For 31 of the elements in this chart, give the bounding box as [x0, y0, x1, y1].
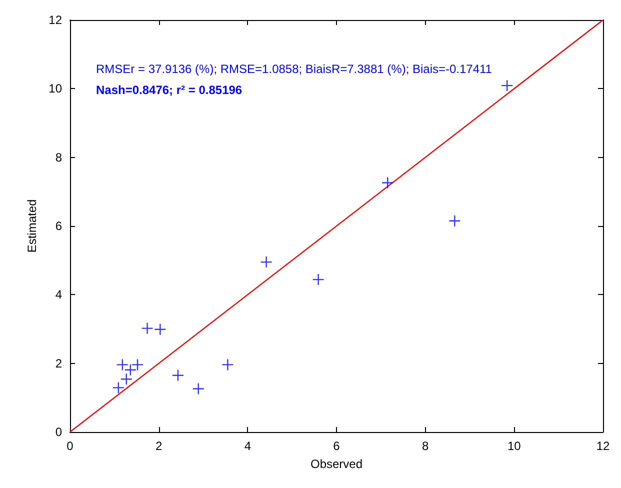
point [154, 323, 166, 336]
x-tick-label: 8 [422, 439, 429, 453]
point [131, 358, 144, 371]
x-axis-title: Observed [310, 457, 363, 471]
x-tick-label: 10 [507, 439, 522, 453]
y-tick-label: 10 [48, 82, 62, 96]
x-tick-label: 2 [155, 439, 162, 453]
x-tick-label: 0 [66, 439, 74, 453]
point [260, 256, 272, 268]
x-tick-label: 12 [596, 439, 610, 453]
point [381, 176, 394, 189]
x-tick-label: 4 [244, 439, 252, 453]
y-tick-label: 4 [55, 288, 62, 302]
point [222, 358, 234, 371]
y-tick-label: 6 [55, 219, 62, 233]
point [120, 373, 133, 386]
y-tick-label: 0 [55, 425, 62, 439]
point [448, 214, 461, 227]
y-tick-label: 8 [55, 150, 62, 164]
y-axis-title: Estimated [24, 199, 39, 253]
point [112, 382, 125, 394]
point [192, 382, 204, 395]
point [172, 369, 184, 382]
annotation: Nash=0.8476; r² = 0.85196 [96, 83, 242, 97]
annotation: RMSEr = 37.9136 (%); RMSE=1.0858; BiaisR=7.3881 (%); Biais=-0.17411 [96, 62, 492, 76]
x-tick-label: 6 [333, 439, 340, 453]
point [141, 322, 154, 334]
y-tick-label: 12 [48, 13, 62, 27]
y-tick-label: 2 [55, 356, 62, 370]
point [500, 79, 514, 92]
point [312, 273, 324, 286]
